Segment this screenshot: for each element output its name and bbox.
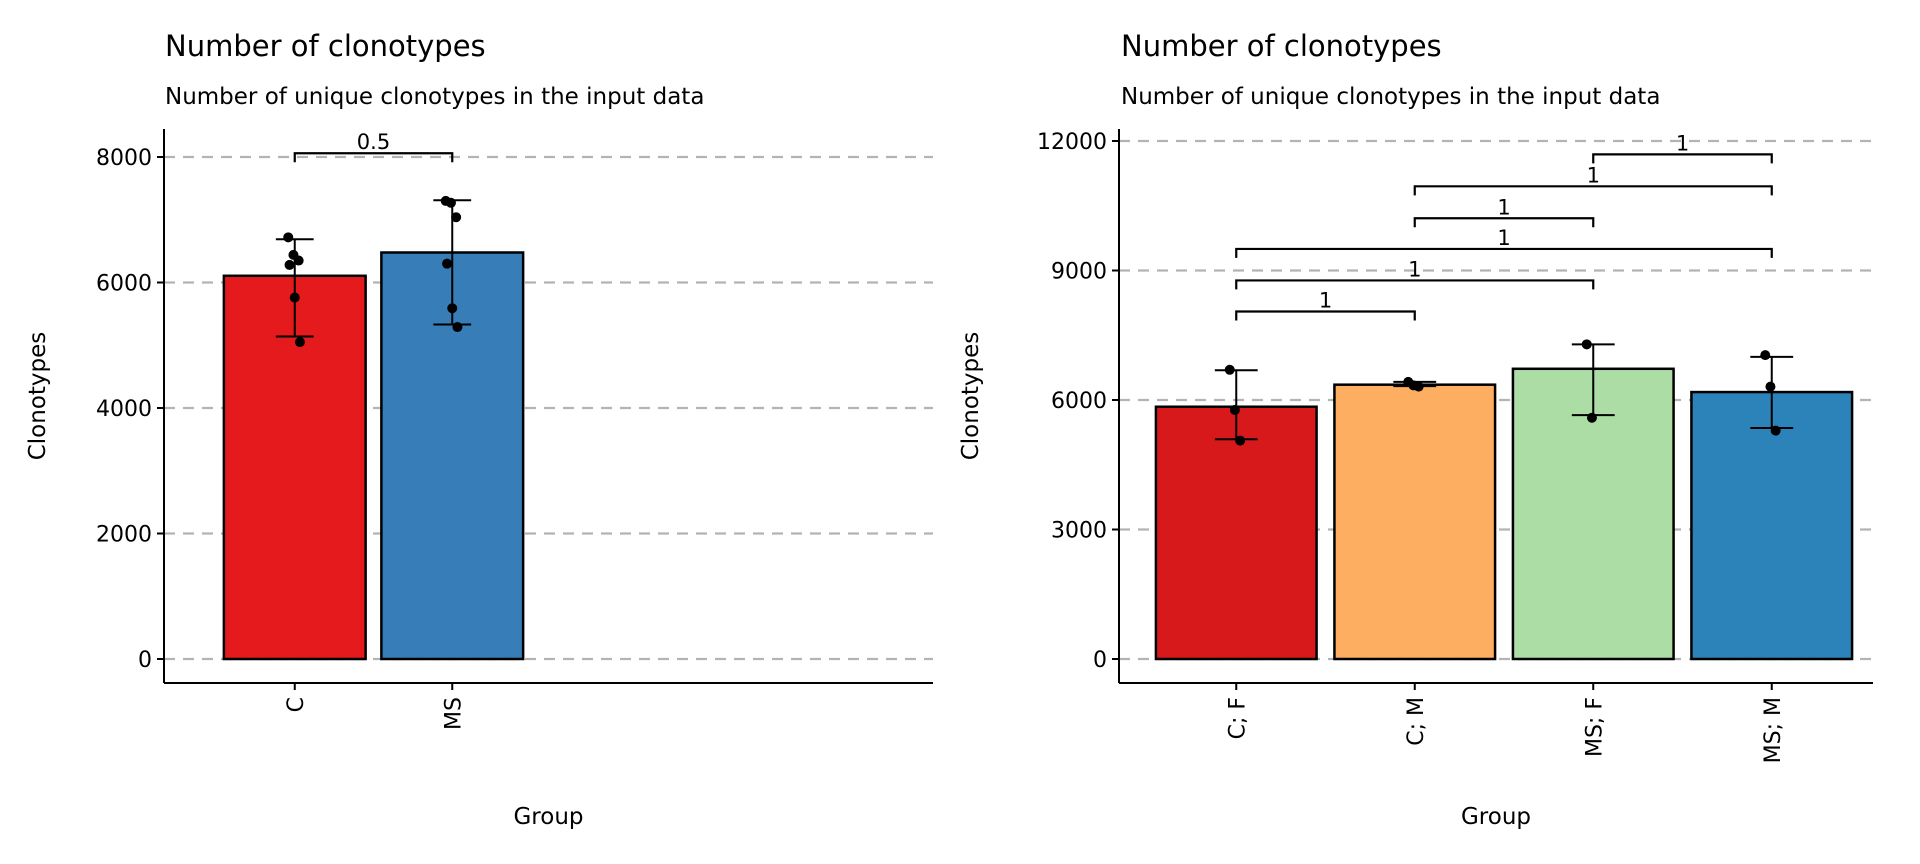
data-point [1229,404,1240,415]
y-tick-label: 9000 [1051,260,1107,285]
chart-panel-1: Number of clonotypes Number of unique clo… [25,29,933,830]
y-tick-label: 2000 [96,523,152,548]
p-value-label: 1 [1587,163,1600,187]
data-point [452,322,463,333]
x-axis-title: Group [513,804,583,830]
y-tick-label: 0 [1093,648,1107,673]
data-point [447,303,458,314]
data-point [294,337,305,348]
chart-title: Number of clonotypes [165,29,486,63]
data-point [1586,412,1597,423]
p-value-label: 1 [1319,289,1332,313]
y-tick-label: 12000 [1037,130,1107,155]
p-value-label: 1 [1676,131,1689,155]
data-point [1235,435,1246,446]
bar-ms-m [1690,390,1854,661]
data-point [1765,381,1776,392]
p-value-label: 1 [1497,195,1510,219]
x-axis-title: Group [1461,804,1531,830]
data-point [1581,339,1592,350]
comparison-bracket [1413,217,1595,228]
y-tick-label: 3000 [1051,519,1107,544]
chart-subtitle: Number of unique clonotypes in the input… [165,84,704,110]
p-value-label: 1 [1408,257,1421,281]
y-tick-label: 4000 [96,397,152,422]
x-tick-label: MS [441,697,466,730]
x-tick-label: MS; M [1761,697,1786,763]
bar-c-m [1333,383,1497,661]
x-tick-label: MS; F [1582,697,1607,757]
x-tick-label: C; M [1404,697,1429,746]
data-point [1413,381,1424,392]
p-value-label: 0.5 [357,130,390,154]
y-axis-title: Clonotypes [25,332,51,461]
y-tick-label: 6000 [96,272,152,297]
bar-c [222,274,367,661]
data-point [451,212,462,223]
comparison-bracket [1235,247,1773,258]
p-value-label: 1 [1497,226,1510,250]
data-point [293,255,304,266]
bar-c-f [1154,405,1318,661]
data-point [283,232,294,243]
y-axis-title: Clonotypes [958,332,984,461]
chart-panel-2: Number of clonotypes Number of unique clo… [958,29,1873,830]
data-point [442,258,453,269]
y-tick-label: 0 [138,648,152,673]
data-point [289,292,300,303]
x-tick-label: C; F [1225,697,1250,739]
y-tick-label: 6000 [1051,389,1107,414]
comparison-bracket [1592,153,1773,164]
comparison-bracket [1235,310,1416,321]
data-point [284,259,295,270]
y-tick-label: 8000 [96,146,152,171]
comparison-bracket [293,152,454,163]
data-point [1760,350,1771,361]
x-tick-label: C [284,697,309,712]
chart-subtitle: Number of unique clonotypes in the input… [1121,84,1660,110]
data-point [1224,364,1235,375]
data-point [445,197,456,208]
comparison-bracket [1413,185,1773,196]
chart-title: Number of clonotypes [1121,29,1442,63]
comparison-bracket [1235,279,1595,290]
data-point [1770,425,1781,436]
